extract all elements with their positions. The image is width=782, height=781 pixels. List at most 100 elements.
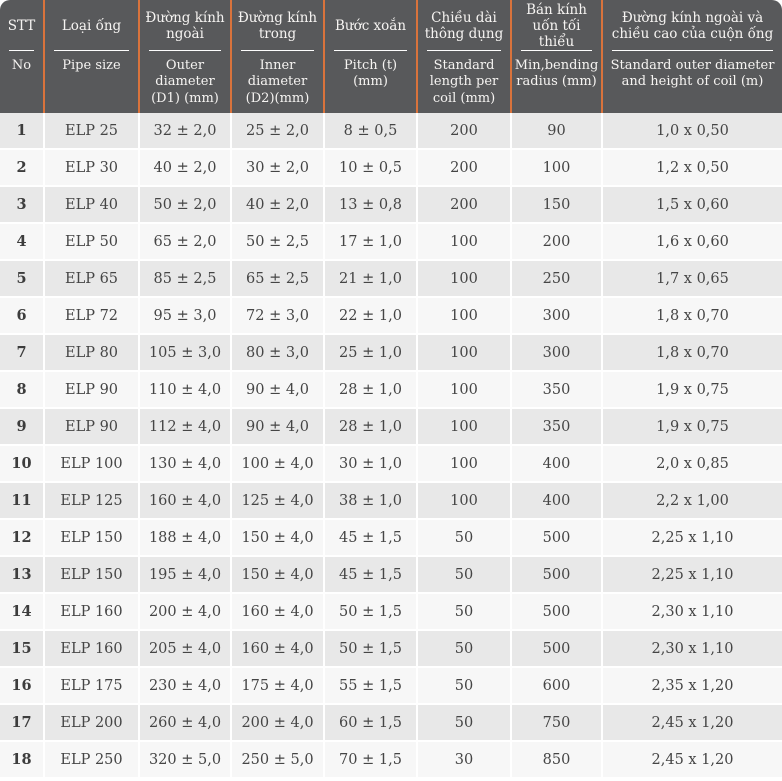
- column-header-pitch: Bước xoắn Pitch (t)(mm): [325, 0, 418, 113]
- table-cell-outer: 320 ± 5,0: [140, 742, 232, 779]
- table-cell-length: 200: [418, 187, 512, 224]
- table-cell-pitch: 22 ± 1,0: [325, 298, 418, 335]
- table-cell-stt: 18: [0, 742, 45, 779]
- table-cell-radius: 500: [512, 631, 603, 668]
- table-row: 4 ELP 50 65 ± 2,0 50 ± 2,5 17 ± 1,0 100 200 1,6…: [0, 224, 782, 261]
- table-cell-stt: 15: [0, 631, 45, 668]
- table-cell-outer: 230 ± 4,0: [140, 668, 232, 705]
- table-cell-inner: 90 ± 4,0: [232, 372, 325, 409]
- column-header-pipe: Loại ống Pipe size: [45, 0, 140, 113]
- table-cell-pitch: 28 ± 1,0: [325, 372, 418, 409]
- table-cell-outer: 50 ± 2,0: [140, 187, 232, 224]
- table-cell-stt: 6: [0, 298, 45, 335]
- table-cell-pipe: ELP 90: [45, 409, 140, 446]
- header-separator-line: [9, 50, 34, 51]
- header-separator-line: [241, 50, 314, 51]
- table-cell-coil: 1,5 x 0,60: [603, 187, 782, 224]
- table-cell-pipe: ELP 25: [45, 113, 140, 150]
- table-cell-outer: 205 ± 4,0: [140, 631, 232, 668]
- table-cell-radius: 600: [512, 668, 603, 705]
- table-cell-stt: 5: [0, 261, 45, 298]
- table-cell-stt: 4: [0, 224, 45, 261]
- table-cell-outer: 260 ± 4,0: [140, 705, 232, 742]
- table-cell-length: 50: [418, 631, 512, 668]
- table-cell-inner: 250 ± 5,0: [232, 742, 325, 779]
- table-cell-pipe: ELP 100: [45, 446, 140, 483]
- header-label-vn: Đường kính ngoài: [145, 9, 225, 42]
- table-cell-inner: 25 ± 2,0: [232, 113, 325, 150]
- table-cell-pitch: 70 ± 1,5: [325, 742, 418, 779]
- table-row: 14 ELP 160 200 ± 4,0 160 ± 4,0 50 ± 1,5 50 500…: [0, 594, 782, 631]
- table-cell-inner: 175 ± 4,0: [232, 668, 325, 705]
- table-row: 17 ELP 200 260 ± 4,0 200 ± 4,0 60 ± 1,5 50 750…: [0, 705, 782, 742]
- table-cell-coil: 2,30 x 1,10: [603, 594, 782, 631]
- table-cell-radius: 750: [512, 705, 603, 742]
- table-cell-radius: 500: [512, 594, 603, 631]
- table-row: 3 ELP 40 50 ± 2,0 40 ± 2,0 13 ± 0,8 200 150 1,5…: [0, 187, 782, 224]
- table-cell-inner: 125 ± 4,0: [232, 483, 325, 520]
- header-label-vn: Bước xoắn: [334, 17, 407, 34]
- table-row: 2 ELP 30 40 ± 2,0 30 ± 2,0 10 ± 0,5 200 100 1,2…: [0, 150, 782, 187]
- table-cell-radius: 400: [512, 446, 603, 483]
- table-row: 15 ELP 160 205 ± 4,0 160 ± 4,0 50 ± 1,5 50 500…: [0, 631, 782, 668]
- table-cell-outer: 160 ± 4,0: [140, 483, 232, 520]
- table-cell-pipe: ELP 65: [45, 261, 140, 298]
- header-label-en: Pitch (t)(mm): [343, 58, 398, 90]
- table-row: 1 ELP 25 32 ± 2,0 25 ± 2,0 8 ± 0,5 200 90 1,0 x…: [0, 113, 782, 150]
- table-cell-stt: 16: [0, 668, 45, 705]
- header-label-en: Outer diameter (D1) (mm): [151, 58, 219, 106]
- table-cell-radius: 850: [512, 742, 603, 779]
- table-row: 8 ELP 90 110 ± 4,0 90 ± 4,0 28 ± 1,0 100 350 1,…: [0, 372, 782, 409]
- table-cell-outer: 95 ± 3,0: [140, 298, 232, 335]
- table-cell-length: 100: [418, 335, 512, 372]
- table-cell-stt: 1: [0, 113, 45, 150]
- table-cell-pitch: 38 ± 1,0: [325, 483, 418, 520]
- table-cell-radius: 500: [512, 520, 603, 557]
- table-cell-pitch: 8 ± 0,5: [325, 113, 418, 150]
- table-cell-coil: 2,35 x 1,20: [603, 668, 782, 705]
- table-cell-coil: 1,9 x 0,75: [603, 409, 782, 446]
- header-label-vn: Loại ống: [61, 17, 122, 34]
- table-cell-stt: 10: [0, 446, 45, 483]
- table-cell-stt: 17: [0, 705, 45, 742]
- column-header-inner: Đường kính trong Inner diameter (D2)(mm): [232, 0, 325, 113]
- table-header: STT No Loại ống Pipe size Đường kính ngoài Ou…: [0, 0, 782, 113]
- header-label-en: Standard outer diameter and height of co…: [610, 58, 775, 90]
- table-cell-inner: 160 ± 4,0: [232, 594, 325, 631]
- table-cell-pitch: 13 ± 0,8: [325, 187, 418, 224]
- table-cell-length: 200: [418, 150, 512, 187]
- table-cell-pitch: 25 ± 1,0: [325, 335, 418, 372]
- header-label-en: Min,bending radius (mm): [514, 58, 599, 90]
- table-cell-length: 100: [418, 224, 512, 261]
- table-row: 6 ELP 72 95 ± 3,0 72 ± 3,0 22 ± 1,0 100 300 1,8…: [0, 298, 782, 335]
- table-cell-stt: 9: [0, 409, 45, 446]
- table-cell-stt: 14: [0, 594, 45, 631]
- table-row: 18 ELP 250 320 ± 5,0 250 ± 5,0 70 ± 1,5 30 850…: [0, 742, 782, 779]
- table-cell-radius: 500: [512, 557, 603, 594]
- table-cell-stt: 2: [0, 150, 45, 187]
- table-cell-radius: 200: [512, 224, 603, 261]
- table-cell-pipe: ELP 150: [45, 520, 140, 557]
- header-separator-line: [334, 50, 407, 51]
- table-cell-coil: 1,7 x 0,65: [603, 261, 782, 298]
- table-cell-stt: 13: [0, 557, 45, 594]
- header-separator-line: [612, 50, 773, 51]
- table-cell-pipe: ELP 30: [45, 150, 140, 187]
- table-cell-coil: 1,8 x 0,70: [603, 298, 782, 335]
- header-label-en: Inner diameter (D2)(mm): [245, 58, 310, 106]
- column-header-stt: STT No: [0, 0, 45, 113]
- table-cell-pitch: 28 ± 1,0: [325, 409, 418, 446]
- table-cell-pipe: ELP 90: [45, 372, 140, 409]
- table-cell-length: 100: [418, 409, 512, 446]
- table-cell-outer: 85 ± 2,5: [140, 261, 232, 298]
- table-cell-length: 100: [418, 261, 512, 298]
- table-cell-pitch: 45 ± 1,5: [325, 557, 418, 594]
- table-cell-radius: 350: [512, 372, 603, 409]
- table-cell-outer: 32 ± 2,0: [140, 113, 232, 150]
- table-row: 10 ELP 100 130 ± 4,0 100 ± 4,0 30 ± 1,0 100 40…: [0, 446, 782, 483]
- table-cell-length: 50: [418, 594, 512, 631]
- table-cell-coil: 2,30 x 1,10: [603, 631, 782, 668]
- table-row: 11 ELP 125 160 ± 4,0 125 ± 4,0 38 ± 1,0 100 40…: [0, 483, 782, 520]
- header-separator-line: [427, 50, 501, 51]
